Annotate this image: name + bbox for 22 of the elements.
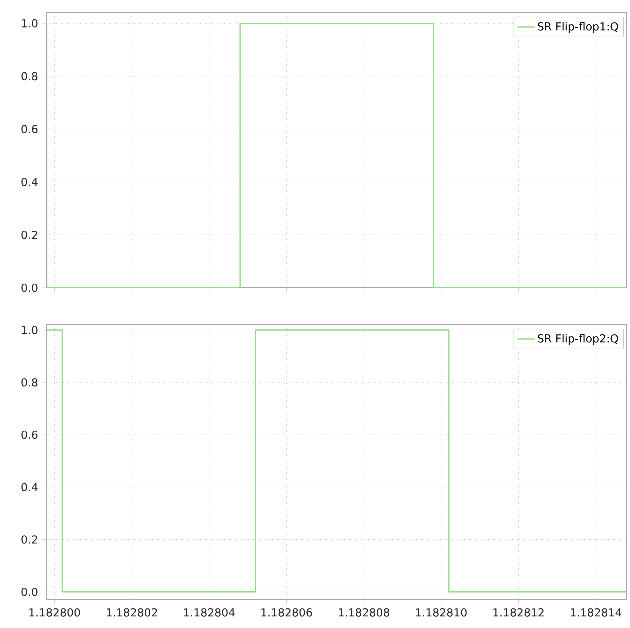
y-tick-label: 0.4 xyxy=(22,178,38,186)
y-tick-label: 1.0 xyxy=(22,326,38,334)
y-tick-label: 0.8 xyxy=(22,72,38,81)
x-tick-label: 1.182802 xyxy=(107,608,158,617)
y-tick-label: 0.0 xyxy=(22,588,38,596)
x-tick-label: 1.182808 xyxy=(339,608,390,617)
y-tick-label: 0.4 xyxy=(22,483,38,492)
x-tick-label: 1.182814 xyxy=(571,608,622,617)
y-tick-label: 1.0 xyxy=(22,19,38,28)
y-tick-label: 0.6 xyxy=(22,125,38,134)
x-tick-label: 1.182812 xyxy=(494,608,544,617)
legend-label: SR Flip-flop2:Q xyxy=(538,334,618,345)
y-tick-label: 0.6 xyxy=(22,430,38,440)
y-tick-label: 0.8 xyxy=(22,378,38,387)
legend-label: SR Flip-flop1:Q xyxy=(538,22,618,33)
y-tick-label: 0.2 xyxy=(22,230,38,240)
x-tick-label: 1.182810 xyxy=(416,608,467,617)
x-tick-label: 1.182804 xyxy=(184,608,236,617)
x-tick-label: 1.182800 xyxy=(30,608,80,617)
y-tick-label: 0.0 xyxy=(22,284,38,292)
x-tick-label: 1.182806 xyxy=(262,608,312,617)
y-tick-label: 0.2 xyxy=(22,536,38,544)
